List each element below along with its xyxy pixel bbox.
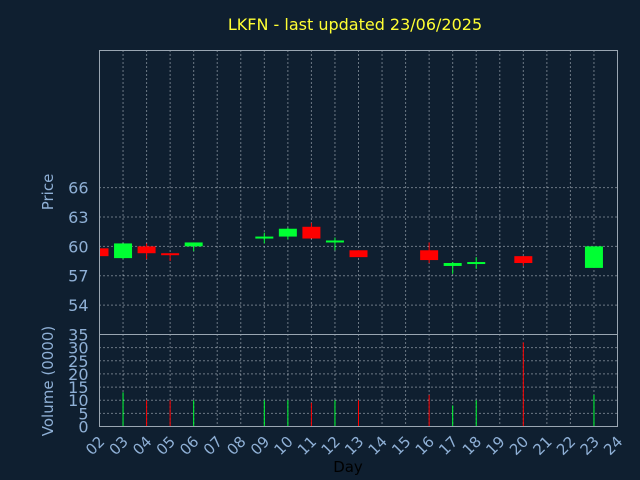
volume-tick-label: 0: [78, 418, 88, 437]
day-tick-label: 17: [435, 433, 461, 459]
day-tick-label: 22: [553, 433, 579, 459]
x-axis-label: Day: [333, 458, 363, 476]
volume-tick-label: 10: [68, 391, 88, 410]
day-tick-label: 02: [82, 433, 108, 459]
price-candles: [99, 222, 603, 274]
candle-body: [161, 253, 180, 256]
day-tick-label: 11: [294, 433, 320, 459]
day-tick-label: 13: [341, 433, 367, 459]
price-tick-labels: 54 57 60 63 66: [68, 179, 88, 316]
day-tick-label: 24: [600, 433, 626, 459]
volume-tick-label: 35: [68, 326, 88, 345]
day-tick-label: 08: [223, 433, 249, 459]
volume-tick-label: 5: [78, 404, 88, 423]
day-tick-label: 09: [247, 433, 273, 459]
day-tick-label: 15: [388, 433, 414, 459]
volume-bars: [122, 342, 595, 427]
candle-body: [184, 242, 203, 247]
candle-body: [278, 228, 297, 237]
day-tick-label: 23: [577, 433, 603, 459]
volume-tick-label: 20: [68, 365, 88, 384]
volume-tick-label: 15: [68, 378, 88, 397]
day-tick-label: 12: [318, 433, 344, 459]
candle-body: [325, 240, 344, 243]
candle-body: [114, 243, 133, 259]
price-gridlines: [99, 50, 618, 335]
price-tick-label: 57: [68, 267, 88, 286]
chart-title: LKFN - last updated 23/06/2025: [228, 15, 482, 34]
candle-body: [349, 250, 368, 258]
candle-body: [514, 256, 533, 264]
day-tick-label: 19: [482, 433, 508, 459]
volume-panel-frame: [99, 334, 618, 427]
volume-axis-label: Volume (0000): [39, 326, 57, 436]
volume-tick-label: 25: [68, 352, 88, 371]
day-tick-label: 16: [412, 433, 438, 459]
candle-body: [420, 250, 439, 261]
day-tick-label: 18: [459, 433, 485, 459]
candle-body: [137, 246, 156, 254]
price-tick-label: 66: [68, 179, 88, 198]
volume-tick-label: 30: [68, 339, 88, 358]
price-tick-label: 63: [68, 208, 88, 227]
candle-body: [302, 226, 321, 239]
candle-body: [99, 248, 109, 257]
candle-body: [443, 263, 462, 266]
candle-body: [467, 262, 486, 265]
day-tick-label: 04: [129, 433, 155, 459]
day-tick-label: 14: [365, 433, 391, 459]
day-tick-labels: 0203040506070809101112131415161718192021…: [82, 433, 626, 459]
day-tick-label: 21: [529, 433, 555, 459]
day-tick-label: 05: [153, 433, 179, 459]
candle-body: [255, 236, 274, 239]
day-tick-label: 06: [176, 433, 202, 459]
day-tick-label: 20: [506, 433, 532, 459]
day-tick-label: 10: [270, 433, 296, 459]
day-tick-label: 07: [200, 433, 226, 459]
price-panel-frame: [99, 50, 618, 335]
candle-body: [584, 246, 603, 268]
day-tick-label: 03: [106, 433, 132, 459]
price-axis-label: Price: [39, 174, 57, 211]
price-tick-label: 54: [68, 296, 88, 315]
price-tick-label: 60: [68, 237, 88, 256]
